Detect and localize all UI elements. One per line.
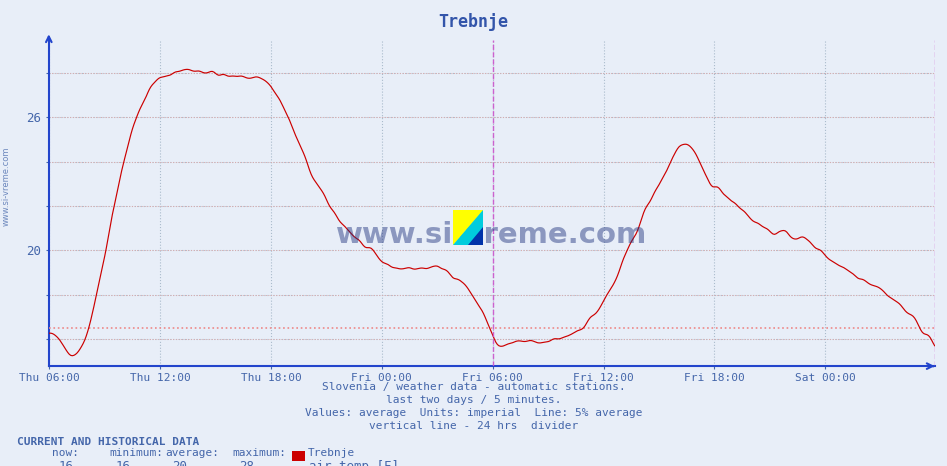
Text: now:: now: bbox=[52, 448, 80, 458]
Polygon shape bbox=[468, 227, 483, 245]
Text: www.si-vreme.com: www.si-vreme.com bbox=[1, 147, 10, 226]
Text: Trebnje: Trebnje bbox=[308, 448, 355, 458]
Text: vertical line - 24 hrs  divider: vertical line - 24 hrs divider bbox=[369, 421, 578, 431]
Text: 16: 16 bbox=[116, 460, 131, 466]
Text: 20: 20 bbox=[172, 460, 188, 466]
Text: average:: average: bbox=[166, 448, 220, 458]
Text: Trebnje: Trebnje bbox=[438, 13, 509, 31]
Text: last two days / 5 minutes.: last two days / 5 minutes. bbox=[385, 395, 562, 405]
Text: Values: average  Units: imperial  Line: 5% average: Values: average Units: imperial Line: 5%… bbox=[305, 408, 642, 418]
Polygon shape bbox=[453, 210, 483, 245]
Text: www.si-vreme.com: www.si-vreme.com bbox=[336, 221, 648, 249]
Text: 16: 16 bbox=[59, 460, 74, 466]
Polygon shape bbox=[453, 210, 483, 245]
Text: air temp.[F]: air temp.[F] bbox=[309, 460, 399, 466]
Text: minimum:: minimum: bbox=[109, 448, 163, 458]
Text: CURRENT AND HISTORICAL DATA: CURRENT AND HISTORICAL DATA bbox=[17, 437, 199, 447]
Text: maximum:: maximum: bbox=[232, 448, 286, 458]
Text: 28: 28 bbox=[239, 460, 254, 466]
Text: Slovenia / weather data - automatic stations.: Slovenia / weather data - automatic stat… bbox=[322, 382, 625, 392]
